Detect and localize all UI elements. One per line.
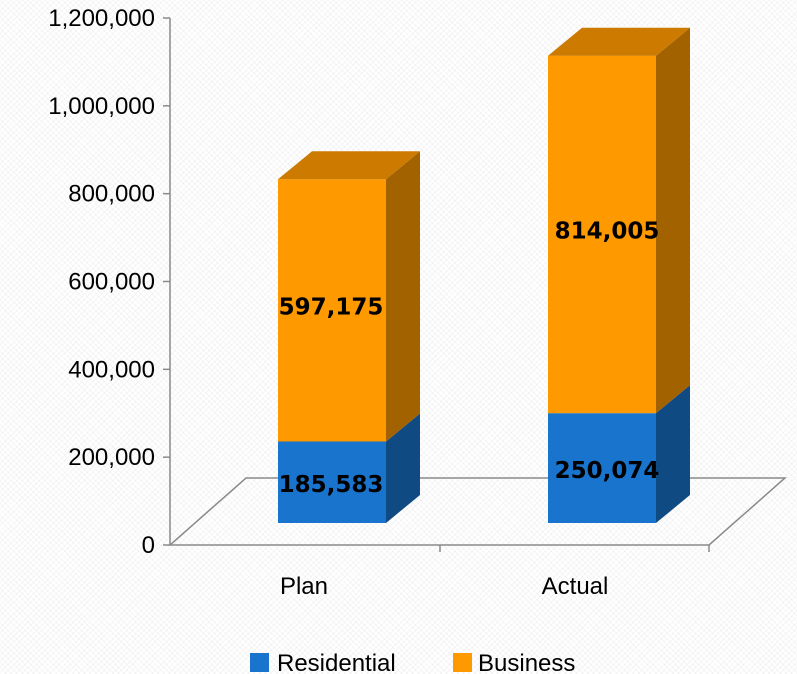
legend: Residential Business — [250, 650, 575, 674]
y-tick-label: 1,000,000 — [48, 93, 155, 120]
data-label: 814,005 — [555, 218, 660, 244]
data-label: 597,175 — [279, 294, 384, 320]
bars — [278, 27, 690, 523]
chart-floor — [168, 477, 787, 546]
y-tick-label: 400,000 — [68, 356, 155, 383]
bar-side-face — [386, 413, 420, 523]
bar-side-face — [656, 385, 690, 523]
legend-label: Business — [478, 650, 575, 674]
y-tick-label: 1,200,000 — [48, 5, 155, 32]
bar-side-face — [386, 151, 420, 442]
axes: 0 200,000 400,000 600,000 800,000 1,000,000 1,… — [48, 5, 710, 600]
legend-label: Residential — [277, 650, 396, 674]
data-label: 185,583 — [279, 472, 384, 498]
y-tick-label: 800,000 — [68, 181, 155, 208]
legend-swatch — [453, 653, 472, 672]
data-labels: 185,583 597,175 250,074 814,005 — [279, 218, 660, 498]
bar-front-face — [548, 413, 656, 523]
legend-item-residential: Residential — [250, 650, 396, 674]
y-tick-label: 600,000 — [68, 269, 155, 296]
legend-swatch — [250, 653, 269, 672]
bar-business-actual — [548, 27, 690, 414]
bar-business-plan — [278, 151, 420, 442]
bar-residential-actual — [548, 385, 690, 523]
data-label: 250,074 — [555, 458, 660, 484]
legend-item-business: Business — [453, 650, 575, 674]
bar-front-face — [548, 55, 656, 414]
x-category-label: Plan — [280, 573, 328, 600]
bar-front-face — [278, 179, 386, 442]
bar-side-face — [656, 27, 690, 414]
floor-plane — [168, 477, 787, 546]
x-category-label: Actual — [542, 573, 609, 600]
bar-top-face — [548, 27, 690, 56]
bar-residential-plan — [278, 413, 420, 523]
y-tick-label: 0 — [142, 532, 155, 559]
bar-top-face — [278, 151, 420, 180]
y-tick-label: 200,000 — [68, 444, 155, 471]
bar-front-face — [278, 441, 386, 523]
